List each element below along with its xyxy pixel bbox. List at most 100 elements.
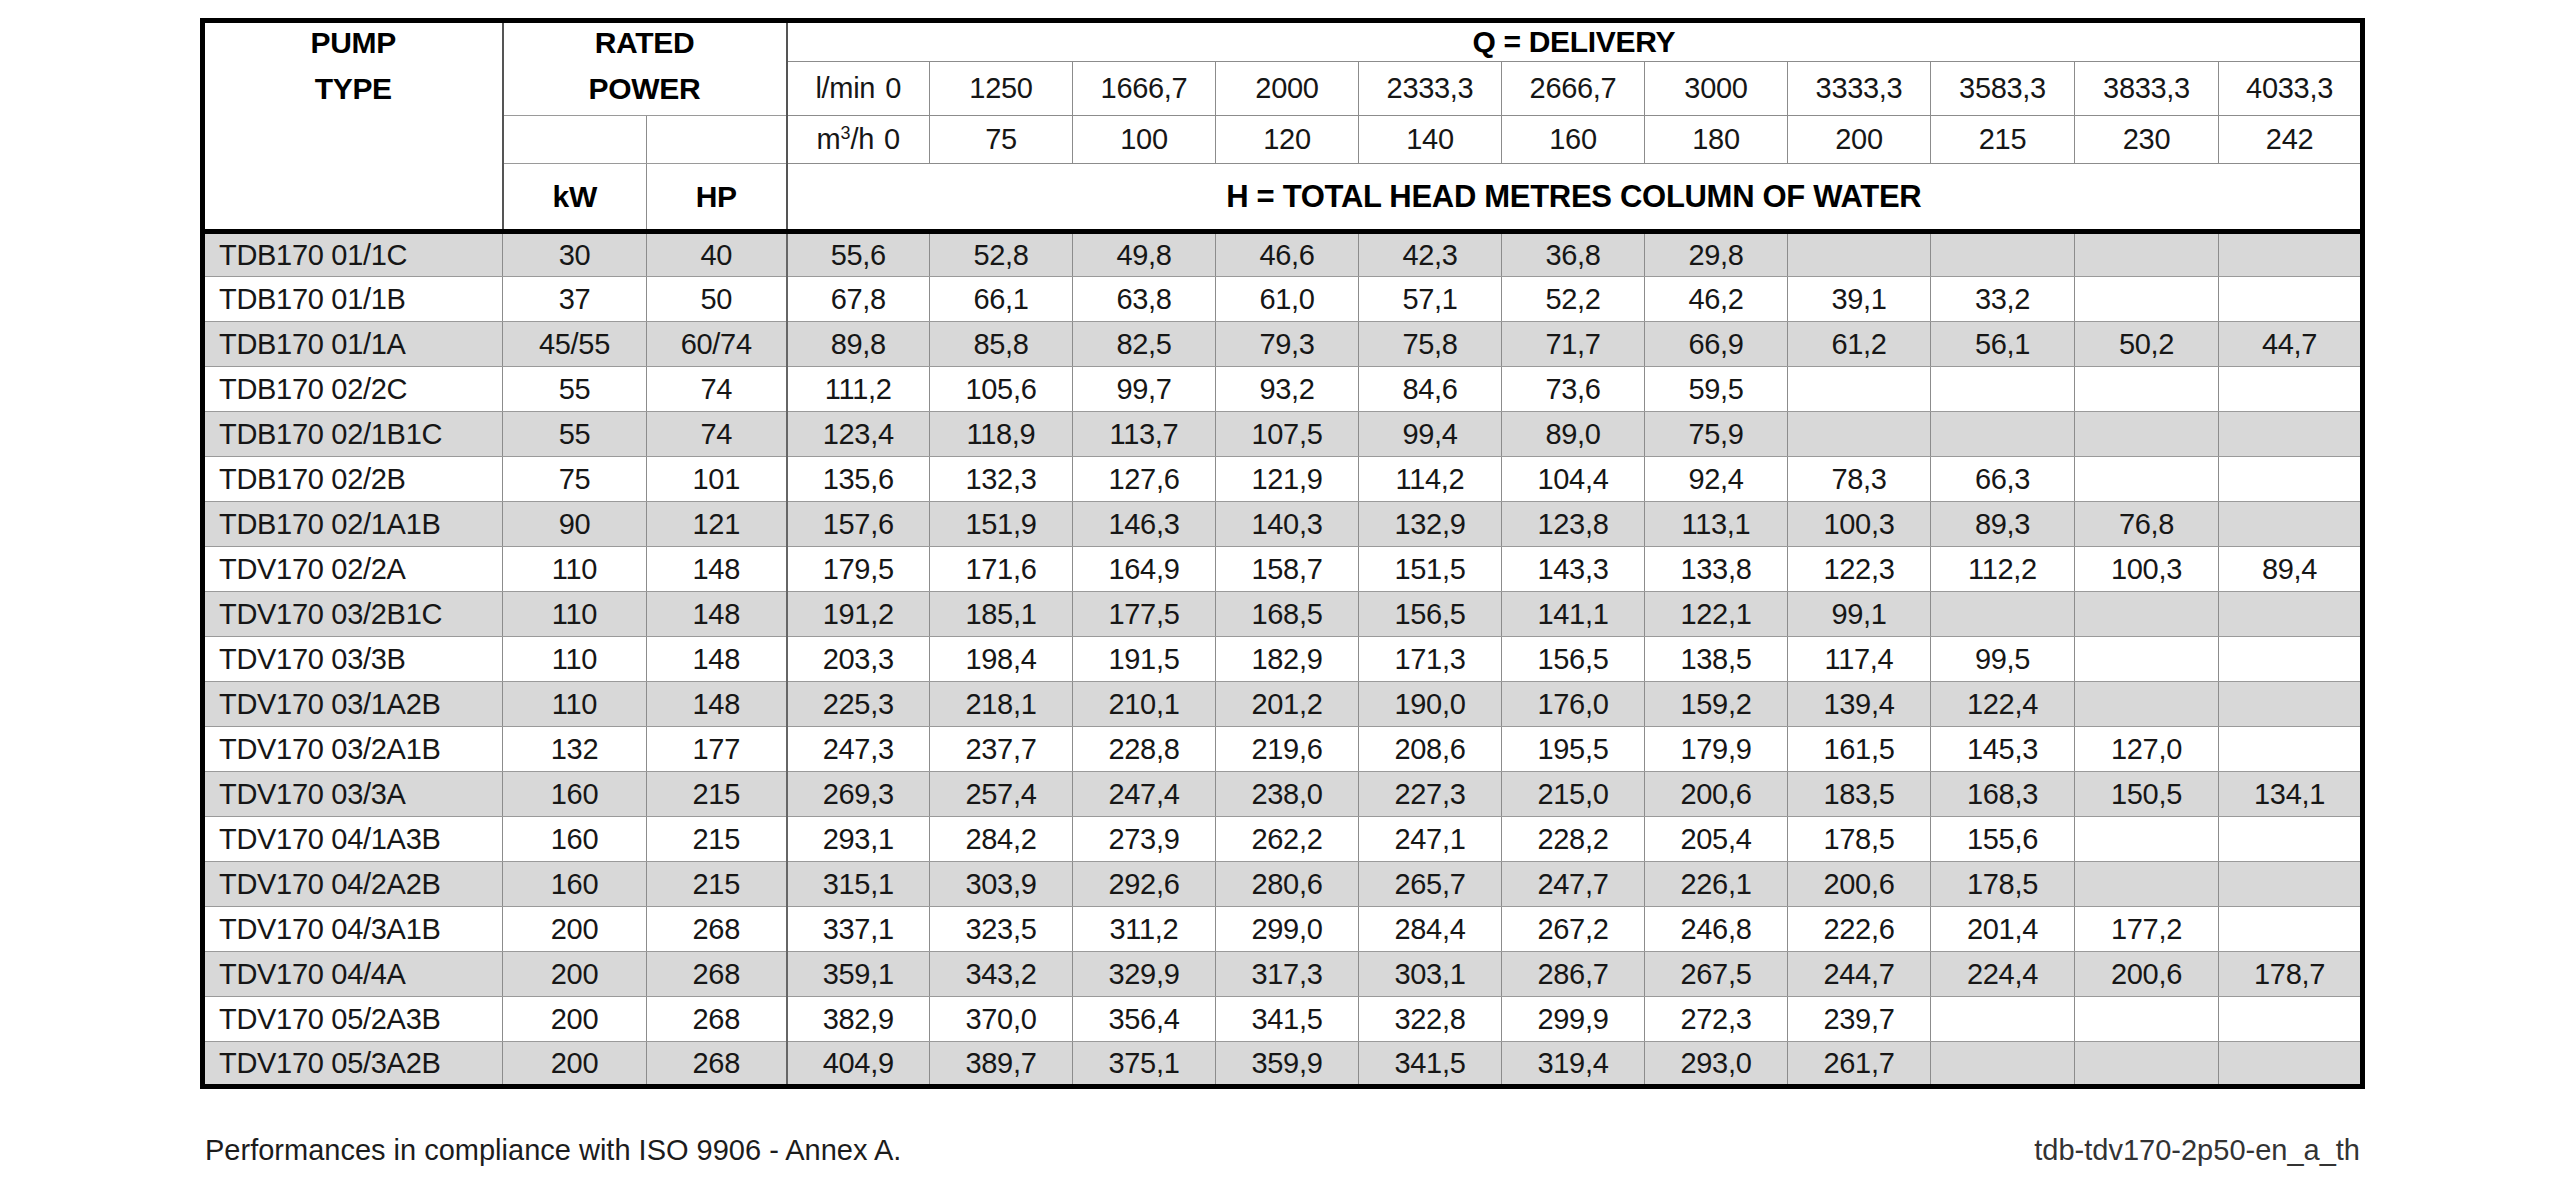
head-value-cell: 66,9 <box>1645 322 1788 367</box>
table-row: TDV170 04/1A3B 160 215 293,1 284,2 273,9… <box>203 817 2363 862</box>
flow-lmin-value: 3333,3 <box>1788 62 1931 116</box>
head-value-cell: 89,8 <box>787 322 930 367</box>
head-value-cell: 33,2 <box>1931 277 2075 322</box>
head-value-cell: 247,1 <box>1359 817 1502 862</box>
head-value-cell: 122,3 <box>1788 547 1931 592</box>
flow-m3h-value: 230 <box>2075 116 2219 164</box>
pump-type-cell: TDV170 03/2A1B <box>203 727 503 772</box>
head-value-cell <box>2219 232 2363 277</box>
head-value-cell: 156,5 <box>1359 592 1502 637</box>
datasheet-page: PUMP TYPE RATED POWER Q = DELIVERY l/min… <box>0 0 2560 1181</box>
head-value-cell: 145,3 <box>1931 727 2075 772</box>
head-value-cell: 257,4 <box>930 772 1073 817</box>
head-value-cell: 92,4 <box>1645 457 1788 502</box>
head-value-cell: 52,8 <box>930 232 1073 277</box>
kw-cell: 55 <box>503 412 647 457</box>
flow-m3h-value: 180 <box>1645 116 1788 164</box>
hp-cell: 148 <box>647 547 787 592</box>
head-value-cell: 132,3 <box>930 457 1073 502</box>
flow-lmin-value: 3000 <box>1645 62 1788 116</box>
head-value-cell: 177,2 <box>2075 907 2219 952</box>
head-value-cell: 50,2 <box>2075 322 2219 367</box>
head-value-cell: 191,2 <box>787 592 930 637</box>
head-value-cell <box>2219 727 2363 772</box>
power-label: POWER <box>504 63 786 115</box>
flow-m3h-value: 120 <box>1216 116 1359 164</box>
head-value-cell: 89,0 <box>1502 412 1645 457</box>
head-value-cell: 178,5 <box>1931 862 2075 907</box>
head-value-cell: 61,2 <box>1788 322 1931 367</box>
table-body: TDB170 01/1C 30 40 55,6 52,8 49,8 46,6 4… <box>203 232 2363 1087</box>
flow-m3h-value: 242 <box>2219 116 2363 164</box>
head-value-cell: 44,7 <box>2219 322 2363 367</box>
head-value-cell: 272,3 <box>1645 997 1788 1042</box>
head-value-cell <box>2219 907 2363 952</box>
head-value-cell <box>2219 367 2363 412</box>
hp-cell: 268 <box>647 907 787 952</box>
hp-cell: 74 <box>647 412 787 457</box>
table-row: TDV170 04/2A2B 160 215 315,1 303,9 292,6… <box>203 862 2363 907</box>
head-value-cell: 100,3 <box>2075 547 2219 592</box>
head-value-cell: 46,2 <box>1645 277 1788 322</box>
head-value-cell: 200,6 <box>1645 772 1788 817</box>
head-value-cell: 138,5 <box>1645 637 1788 682</box>
flow-lmin-value: 2666,7 <box>1502 62 1645 116</box>
hp-cell: 215 <box>647 817 787 862</box>
head-value-cell: 159,2 <box>1645 682 1788 727</box>
head-value-cell: 105,6 <box>930 367 1073 412</box>
pump-type-cell: TDB170 02/2B <box>203 457 503 502</box>
head-value-cell: 140,3 <box>1216 502 1359 547</box>
head-value-cell: 227,3 <box>1359 772 1502 817</box>
head-value-cell <box>1931 412 2075 457</box>
table-row: TDV170 05/2A3B 200 268 382,9 370,0 356,4… <box>203 997 2363 1042</box>
head-value-cell <box>1931 592 2075 637</box>
head-value-cell: 123,8 <box>1502 502 1645 547</box>
table-row: TDV170 03/1A2B 110 148 225,3 218,1 210,1… <box>203 682 2363 727</box>
head-value-cell: 404,9 <box>787 1042 930 1087</box>
head-value-cell: 113,7 <box>1073 412 1216 457</box>
table-row: TDV170 03/2B1C 110 148 191,2 185,1 177,5… <box>203 592 2363 637</box>
head-value-cell: 237,7 <box>930 727 1073 772</box>
head-value-cell: 303,1 <box>1359 952 1502 997</box>
head-value-cell <box>2219 592 2363 637</box>
table-row: TDB170 02/1A1B 90 121 157,6 151,9 146,3 … <box>203 502 2363 547</box>
head-value-cell: 228,8 <box>1073 727 1216 772</box>
pump-type-cell: TDV170 04/3A1B <box>203 907 503 952</box>
head-value-cell: 57,1 <box>1359 277 1502 322</box>
header-q-delivery: Q = DELIVERY <box>787 21 2363 62</box>
head-value-cell: 182,9 <box>1216 637 1359 682</box>
pump-label: PUMP <box>205 23 502 63</box>
head-value-cell: 356,4 <box>1073 997 1216 1042</box>
head-value-cell: 75,9 <box>1645 412 1788 457</box>
head-value-cell <box>2219 412 2363 457</box>
head-value-cell: 323,5 <box>930 907 1073 952</box>
head-value-cell: 139,4 <box>1788 682 1931 727</box>
hp-cell: 40 <box>647 232 787 277</box>
head-value-cell: 284,4 <box>1359 907 1502 952</box>
document-code: tdb-tdv170-2p50-en_a_th <box>2034 1130 2360 1170</box>
head-value-cell: 191,5 <box>1073 637 1216 682</box>
m3h-unit-label: m3/h <box>817 123 874 155</box>
head-value-cell: 143,3 <box>1502 547 1645 592</box>
head-value-cell: 337,1 <box>787 907 930 952</box>
head-value-cell: 132,9 <box>1359 502 1502 547</box>
head-value-cell: 222,6 <box>1788 907 1931 952</box>
table-row: TDV170 03/3B 110 148 203,3 198,4 191,5 1… <box>203 637 2363 682</box>
m3h-zero-value: 0 <box>884 123 900 155</box>
head-value-cell <box>2075 457 2219 502</box>
head-value-cell: 99,7 <box>1073 367 1216 412</box>
head-value-cell: 299,9 <box>1502 997 1645 1042</box>
head-value-cell: 164,9 <box>1073 547 1216 592</box>
head-value-cell: 265,7 <box>1359 862 1502 907</box>
pump-performance-table: PUMP TYPE RATED POWER Q = DELIVERY l/min… <box>200 18 2365 1089</box>
head-value-cell: 262,2 <box>1216 817 1359 862</box>
pump-type-cell: TDB170 02/1B1C <box>203 412 503 457</box>
head-value-cell: 299,0 <box>1216 907 1359 952</box>
table-row: TDV170 02/2A 110 148 179,5 171,6 164,9 1… <box>203 547 2363 592</box>
head-value-cell <box>1788 367 1931 412</box>
head-value-cell: 99,1 <box>1788 592 1931 637</box>
hp-cell: 148 <box>647 592 787 637</box>
head-value-cell: 157,6 <box>787 502 930 547</box>
head-value-cell <box>2219 637 2363 682</box>
head-value-cell <box>2075 277 2219 322</box>
